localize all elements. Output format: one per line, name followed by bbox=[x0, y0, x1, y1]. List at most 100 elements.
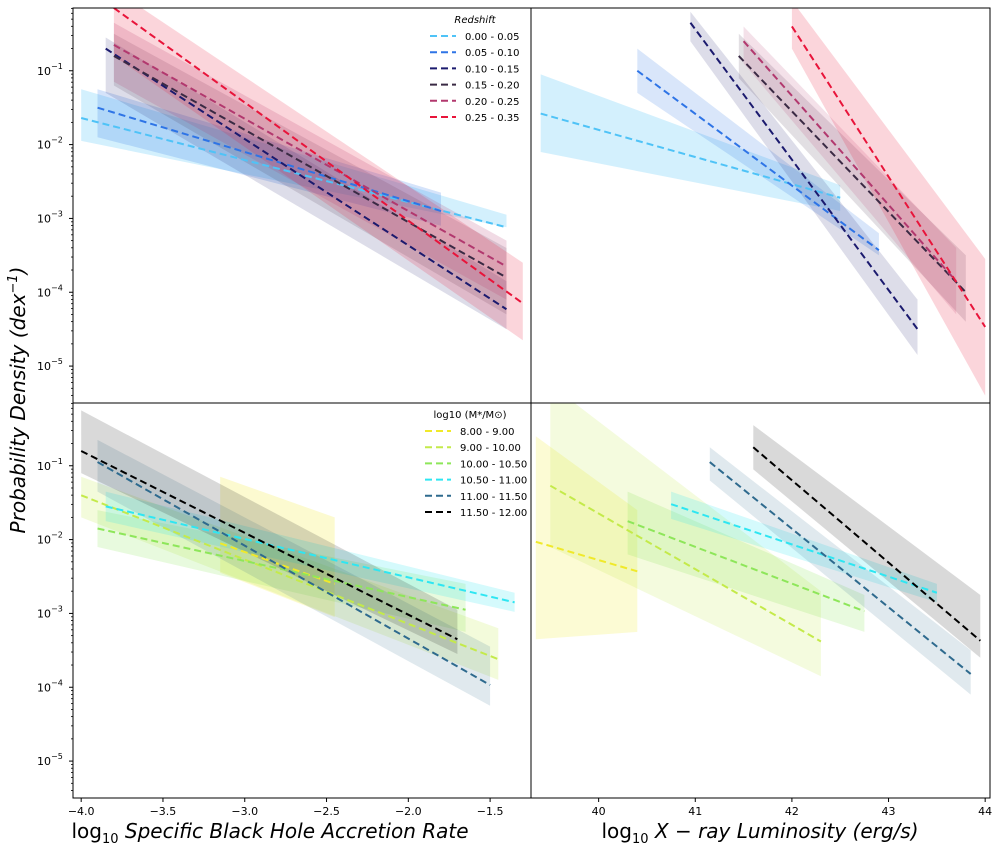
x-tick-label-bl-0: −4.0 bbox=[68, 805, 95, 818]
series-line-bl-5 bbox=[80, 450, 458, 641]
band-tl-2 bbox=[105, 37, 507, 330]
y-tick-label-tl--5: 10−5 bbox=[37, 357, 63, 373]
y-tick-exp: −2 bbox=[51, 136, 63, 145]
line-layer bbox=[80, 8, 987, 686]
x-tick-label-br-1: 41 bbox=[688, 805, 702, 818]
y-tick-label-bl--1: 10−1 bbox=[37, 457, 63, 473]
y-tick-exp: −5 bbox=[51, 357, 63, 366]
y-tick-label-bl--3: 10−3 bbox=[37, 604, 63, 620]
y-tick-label-tl--3: 10−3 bbox=[37, 209, 63, 225]
y-tick-label-bl--4: 10−4 bbox=[37, 678, 63, 694]
series-line-tl-3 bbox=[113, 55, 507, 279]
series-line-br-3 bbox=[670, 503, 938, 594]
series-line-bl-4 bbox=[97, 461, 491, 686]
legend-label-bl-1: 9.00 - 10.00 bbox=[460, 443, 521, 454]
y-tick-base: 10 bbox=[37, 534, 51, 547]
series-line-bl-1 bbox=[80, 494, 499, 661]
x-tick-label-bl-2: −3.0 bbox=[231, 805, 258, 818]
band-bl-3 bbox=[105, 491, 515, 612]
y-tick-label-tl--1: 10−1 bbox=[37, 62, 63, 78]
y-tick-exp: −5 bbox=[51, 752, 63, 761]
band-br-1 bbox=[550, 403, 821, 677]
legend-tl: Redshift 0.00 - 0.05 0.05 - 0.10 0.10 - 0.1… bbox=[430, 15, 520, 124]
series-line-bl-3 bbox=[105, 505, 515, 604]
series-line-bl-2 bbox=[97, 527, 466, 611]
band-br-0 bbox=[535, 436, 638, 640]
series-line-br-2 bbox=[627, 520, 865, 613]
y-tick-base: 10 bbox=[37, 681, 51, 694]
y-axis-label-main: Probability Density (dex bbox=[6, 293, 30, 533]
band-tl-5 bbox=[113, 8, 523, 341]
y-tick-exp: −4 bbox=[51, 283, 63, 292]
lines-tr bbox=[540, 22, 987, 330]
y-tick-label-bl--2: 10−2 bbox=[37, 531, 63, 547]
y-tick-label-tl--2: 10−2 bbox=[37, 136, 63, 152]
series-line-tr-4 bbox=[742, 40, 957, 282]
legend-label-bl-5: 11.50 - 12.00 bbox=[460, 508, 527, 519]
band-br-4 bbox=[709, 447, 971, 695]
bands-bl bbox=[81, 410, 515, 706]
bands-tr bbox=[540, 8, 986, 396]
series-line-br-0 bbox=[535, 540, 638, 573]
band-tl-4 bbox=[113, 22, 507, 300]
y-tick-base: 10 bbox=[37, 139, 51, 152]
legend-label-bl-4: 11.00 - 11.50 bbox=[460, 492, 527, 503]
y-tick-base: 10 bbox=[37, 755, 51, 768]
lines-bl bbox=[80, 450, 515, 686]
x-tick-label-br-0: 40 bbox=[592, 805, 606, 818]
band-bl-2 bbox=[97, 510, 466, 632]
band-tl-3 bbox=[113, 33, 507, 315]
x-tick-label-bl-4: −2.0 bbox=[395, 805, 422, 818]
legend-label-tl-5: 0.25 - 0.35 bbox=[465, 113, 520, 124]
x-axis-label-right: log10 X − ray Luminosity (erg/s) bbox=[601, 819, 918, 847]
series-line-br-1 bbox=[549, 484, 822, 643]
legend-title-bl: log10 (M*/M⊙) bbox=[434, 410, 507, 421]
bands-br bbox=[535, 403, 981, 695]
x-tick-label-bl-3: −2.5 bbox=[313, 805, 340, 818]
band-bl-5 bbox=[81, 410, 458, 654]
y-tick-base: 10 bbox=[37, 65, 51, 78]
legend-label-tl-4: 0.20 - 0.25 bbox=[465, 97, 520, 108]
series-line-tr-2 bbox=[689, 22, 919, 330]
series-line-tl-4 bbox=[113, 44, 507, 268]
y-tick-exp: −4 bbox=[51, 678, 63, 687]
legend-bl: log10 (M*/M⊙) 8.00 - 9.00 9.00 - 10.00 10.0… bbox=[425, 410, 527, 519]
lines-tl bbox=[80, 8, 524, 311]
x-label-left-sub: 10 bbox=[102, 832, 119, 847]
bands-tl bbox=[81, 8, 523, 341]
legend-label-bl-3: 10.50 - 11.00 bbox=[460, 476, 527, 487]
band-tr-1 bbox=[637, 48, 879, 256]
x-label-right-log: log bbox=[601, 819, 632, 843]
series-line-tr-5 bbox=[791, 25, 987, 328]
legend-title-tl: Redshift bbox=[454, 15, 496, 26]
legend-label-tl-0: 0.00 - 0.05 bbox=[465, 32, 520, 43]
x-tick-label-br-2: 42 bbox=[785, 805, 799, 818]
legend-label-tl-1: 0.05 - 0.10 bbox=[465, 48, 520, 59]
legend-label-tl-3: 0.15 - 0.20 bbox=[465, 81, 520, 92]
x-tick-label-bl-5: −1.5 bbox=[477, 805, 504, 818]
axes-frame-br bbox=[530, 402, 991, 799]
y-axis-label-sup: −1 bbox=[6, 274, 21, 293]
y-tick-base: 10 bbox=[37, 360, 51, 373]
y-tick-exp: −1 bbox=[51, 62, 63, 71]
band-br-2 bbox=[627, 491, 865, 632]
y-tick-exp: −3 bbox=[51, 604, 63, 613]
band-layer bbox=[81, 8, 986, 706]
y-tick-base: 10 bbox=[37, 286, 51, 299]
x-label-right-sub: 10 bbox=[632, 832, 649, 847]
series-line-tl-2 bbox=[105, 47, 508, 311]
legend-label-tl-2: 0.10 - 0.15 bbox=[465, 64, 520, 75]
x-tick-label-br-3: 43 bbox=[882, 805, 896, 818]
x-label-left-text: Specific Black Hole Accretion Rate bbox=[119, 819, 469, 843]
band-tr-5 bbox=[791, 8, 986, 396]
band-br-3 bbox=[671, 491, 937, 603]
series-line-tl-1 bbox=[97, 106, 442, 212]
band-br-5 bbox=[753, 425, 981, 658]
band-tr-3 bbox=[738, 33, 966, 322]
series-line-br-5 bbox=[752, 446, 981, 642]
y-axis-label: Probability Density (dex−1) bbox=[6, 267, 30, 534]
y-tick-label-bl--5: 10−5 bbox=[37, 752, 63, 768]
y-tick-exp: −1 bbox=[51, 457, 63, 466]
y-axis-label-close: ) bbox=[6, 267, 30, 277]
